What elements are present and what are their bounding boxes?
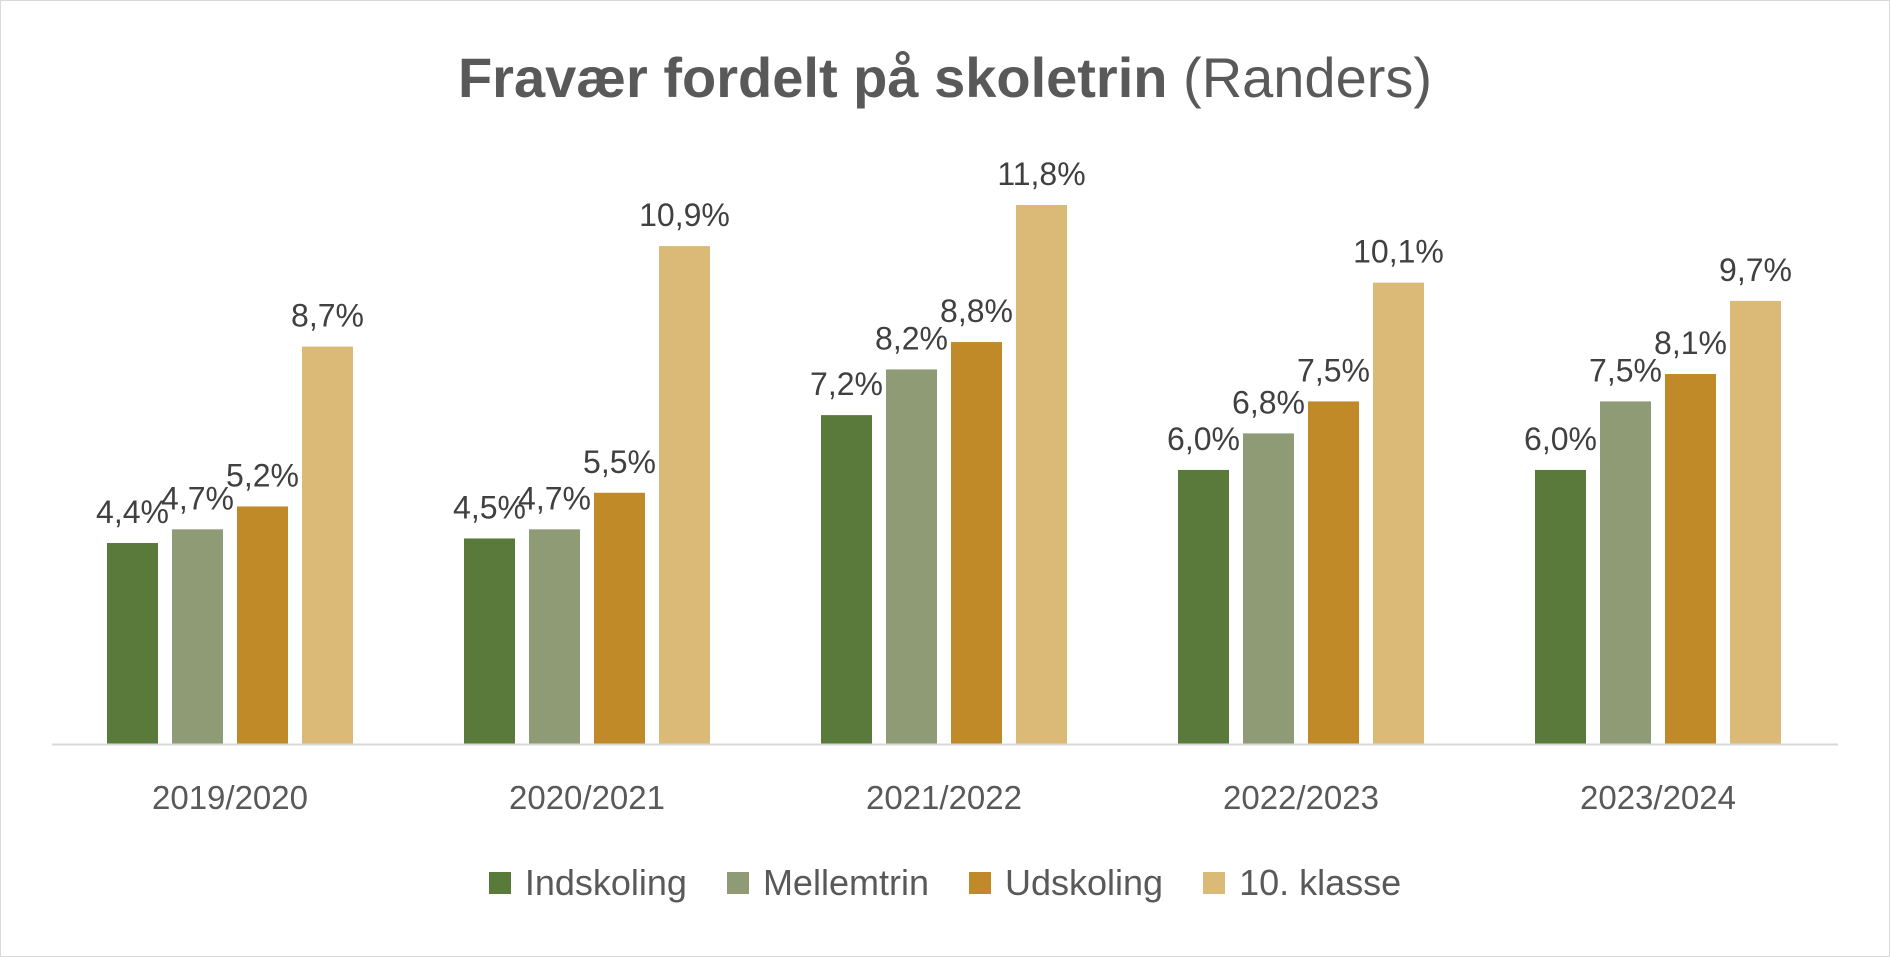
legend-item: 10. klasse [1203, 862, 1401, 904]
bar-10-klasse-2019-2020 [302, 346, 353, 744]
legend-swatch [1203, 872, 1226, 894]
bar-indskoling-2019-2020 [107, 543, 158, 744]
bars-layer [107, 205, 1781, 744]
bar-mellemtrin-2020-2021 [529, 529, 580, 744]
bar-indskoling-2023-2024 [1535, 469, 1586, 744]
data-label: 5,2% [226, 457, 299, 493]
category-label: 2023/2024 [1580, 779, 1736, 816]
legend-swatch [968, 872, 991, 894]
legend-label: 10. klasse [1239, 862, 1402, 903]
data-label: 4,7% [161, 480, 234, 516]
chart-title-main: Fravær fordelt på skoletrin [457, 46, 1168, 109]
data-label: 7,5% [1589, 352, 1662, 388]
data-label: 7,5% [1297, 352, 1370, 388]
data-label: 11,8% [997, 156, 1085, 192]
category-label: 2019/2020 [152, 779, 308, 816]
legend-item: Udskoling [968, 862, 1164, 904]
data-label: 8,1% [1654, 325, 1727, 361]
bar-mellemtrin-2023-2024 [1600, 401, 1651, 744]
bar-udskoling-2019-2020 [237, 506, 288, 744]
bar-10-klasse-2021-2022 [1016, 205, 1067, 744]
bar-mellemtrin-2022-2023 [1243, 433, 1294, 744]
data-label: 5,5% [583, 444, 656, 480]
data-label: 4,4% [96, 494, 169, 530]
legend-swatch [726, 872, 749, 894]
bar-udskoling-2023-2024 [1665, 374, 1716, 744]
bar-udskoling-2022-2023 [1308, 401, 1359, 744]
chart-title-sub: (Randers) [1183, 46, 1433, 109]
data-labels-layer: 4,4%4,7%5,2%8,7%4,5%4,7%5,5%10,9%7,2%8,2… [96, 156, 1792, 530]
legend-item: Mellemtrin [726, 862, 929, 904]
data-label: 4,5% [453, 489, 526, 525]
bar-10-klasse-2023-2024 [1730, 300, 1781, 744]
category-label: 2022/2023 [1223, 779, 1379, 816]
legend-label: Indskoling [524, 862, 687, 903]
data-label: 8,7% [291, 298, 364, 334]
data-label: 6,0% [1524, 421, 1597, 457]
legend-label: Udskoling [1004, 862, 1164, 903]
data-label: 6,0% [1167, 421, 1240, 457]
data-label: 10,9% [639, 197, 730, 233]
bar-10-klasse-2022-2023 [1373, 282, 1424, 744]
bar-udskoling-2021-2022 [951, 342, 1002, 744]
bar-indskoling-2022-2023 [1178, 469, 1229, 744]
legend-item: Indskoling [488, 862, 687, 904]
data-label: 8,8% [940, 293, 1013, 329]
data-label: 9,7% [1719, 252, 1792, 288]
legend: Indskoling Mellemtrin Udskoling 10. klasse [0, 862, 1890, 904]
data-label: 8,2% [875, 320, 948, 356]
bar-indskoling-2021-2022 [821, 415, 872, 744]
data-label: 10,1% [1353, 234, 1444, 270]
data-label: 4,7% [518, 480, 591, 516]
bar-indskoling-2020-2021 [464, 538, 515, 744]
bar-mellemtrin-2019-2020 [172, 529, 223, 744]
bar-udskoling-2020-2021 [594, 492, 645, 744]
chart-title: Fravær fordelt på skoletrin (Randers) [0, 38, 1890, 118]
category-label: 2020/2021 [509, 779, 665, 816]
legend-label: Mellemtrin [762, 862, 929, 903]
category-label: 2021/2022 [866, 779, 1022, 816]
bar-mellemtrin-2021-2022 [886, 369, 937, 744]
data-label: 7,2% [810, 366, 883, 402]
legend-swatch [488, 872, 511, 894]
bar-10-klasse-2020-2021 [659, 246, 710, 744]
data-label: 6,8% [1232, 384, 1305, 420]
category-labels-layer: 2019/2020 2020/2021 2021/2022 2022/2023 2023… [152, 779, 1736, 816]
